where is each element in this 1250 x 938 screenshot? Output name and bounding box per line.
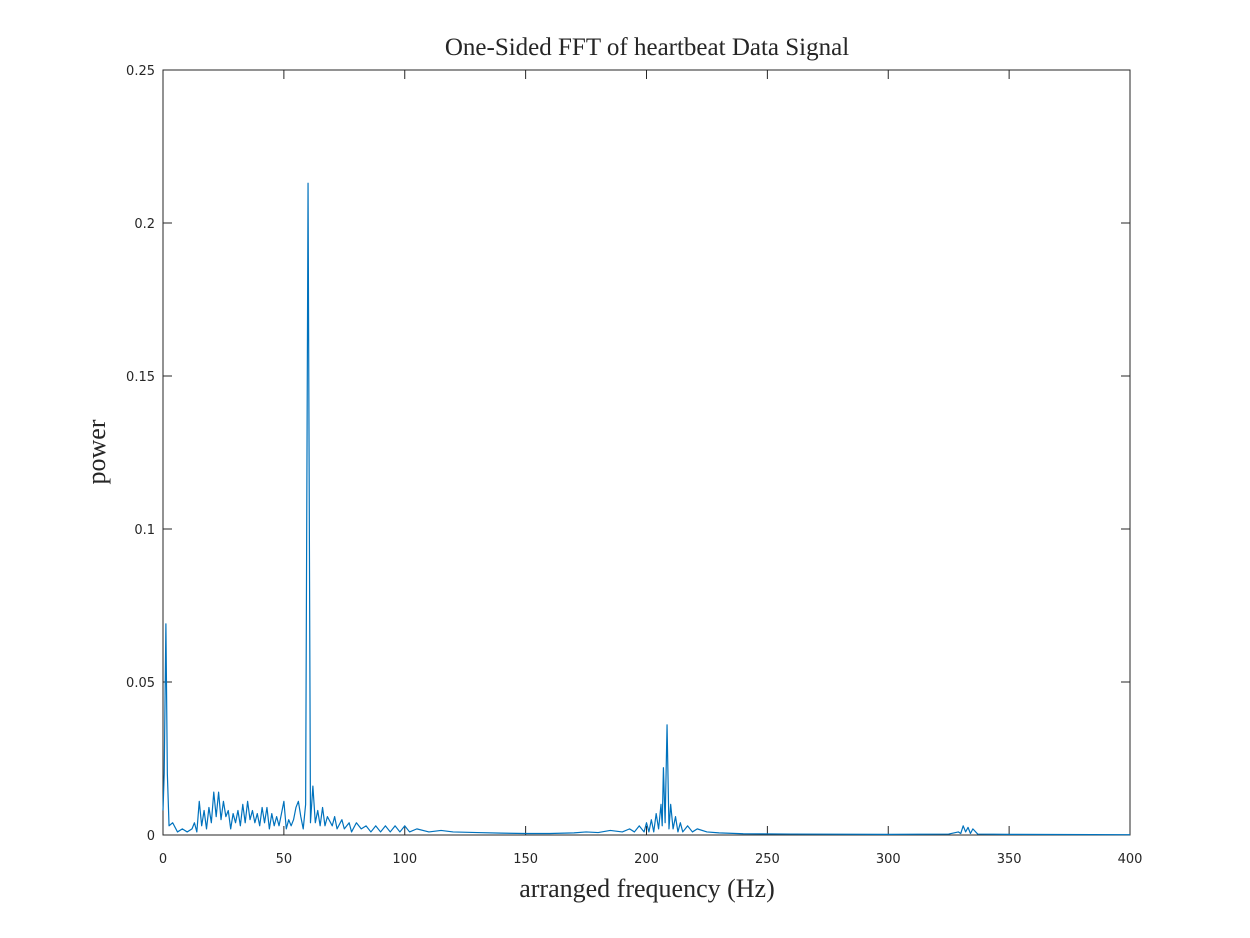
x-axis-label: arranged frequency (Hz) <box>519 874 775 903</box>
x-tick-label: 100 <box>392 852 417 867</box>
data-line <box>162 182 1131 836</box>
y-tick-label: 0.15 <box>126 370 155 385</box>
x-tick-label: 200 <box>634 852 659 867</box>
x-tick-label: 400 <box>1118 852 1143 867</box>
y-tick-label: 0.1 <box>134 523 155 538</box>
y-tick-label: 0.05 <box>126 676 155 691</box>
y-axis-label: power <box>82 419 111 484</box>
x-tick-label: 300 <box>876 852 901 867</box>
x-tick-label: 350 <box>997 852 1022 867</box>
y-tick-label: 0 <box>147 829 155 844</box>
y-tick-label: 0.25 <box>126 64 155 79</box>
x-tick-label: 150 <box>513 852 538 867</box>
x-tick-label: 50 <box>276 852 293 867</box>
x-tick-label: 0 <box>159 852 167 867</box>
chart-title: One-Sided FFT of heartbeat Data Signal <box>445 34 849 61</box>
x-tick-label: 250 <box>755 852 780 867</box>
y-tick-label: 0.2 <box>134 217 155 232</box>
